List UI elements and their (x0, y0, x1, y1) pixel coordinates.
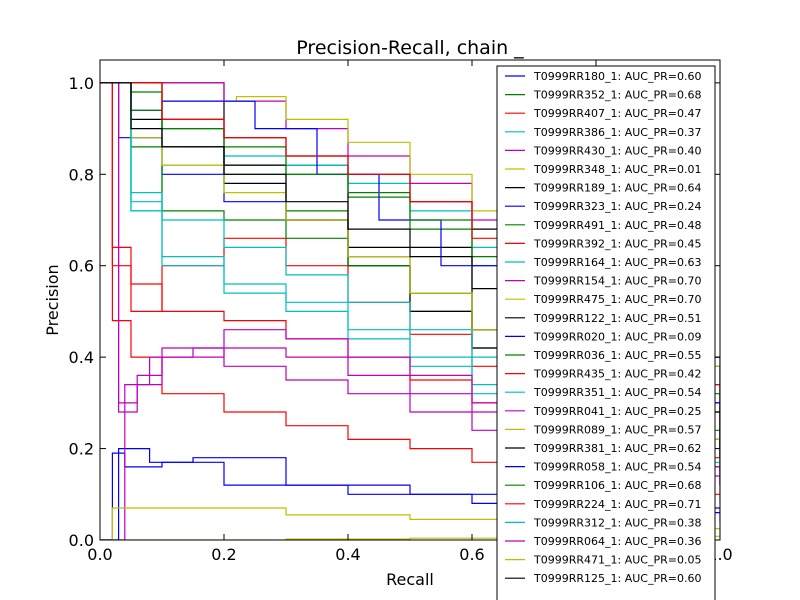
legend-entry: T0999RR471_1: AUC_PR=0.05 (533, 554, 701, 567)
legend-entry: T0999RR312_1: AUC_PR=0.38 (533, 516, 701, 529)
y-tick-label: 0.8 (69, 165, 94, 184)
legend-entry: T0999RR351_1: AUC_PR=0.54 (533, 386, 701, 399)
y-tick-label: 0.0 (69, 531, 94, 550)
legend-entry: T0999RR430_1: AUC_PR=0.40 (533, 144, 701, 157)
x-tick-label: 0.0 (87, 545, 112, 564)
legend-entry: T0999RR348_1: AUC_PR=0.01 (533, 163, 701, 176)
legend-entry: T0999RR089_1: AUC_PR=0.57 (533, 423, 701, 436)
legend-entry: T0999RR020_1: AUC_PR=0.09 (533, 330, 701, 343)
legend-entry: T0999RR189_1: AUC_PR=0.64 (533, 182, 701, 195)
legend-entry: T0999RR164_1: AUC_PR=0.63 (533, 256, 701, 269)
legend-entry: T0999RR435_1: AUC_PR=0.42 (533, 368, 701, 381)
legend-entry: T0999RR154_1: AUC_PR=0.70 (533, 275, 701, 288)
y-axis-label: Precision (43, 264, 62, 335)
plot-frame (99, 59, 721, 541)
x-tick-label: 0.6 (459, 545, 484, 564)
x-tick-label: 0.4 (335, 545, 360, 564)
y-tick-label: 1.0 (69, 74, 94, 93)
y-tick-label: 0.2 (69, 440, 94, 459)
y-tick-label: 0.4 (69, 348, 94, 367)
legend-entry: T0999RR224_1: AUC_PR=0.71 (533, 498, 701, 511)
chart-title: Precision-Recall, chain _ (296, 37, 524, 59)
legend-entry: T0999RR386_1: AUC_PR=0.37 (533, 126, 701, 139)
legend-entry: T0999RR058_1: AUC_PR=0.54 (533, 461, 701, 474)
y-tick-label: 0.6 (69, 257, 94, 276)
legend-entry: T0999RR407_1: AUC_PR=0.47 (533, 107, 701, 120)
x-axis-label: Recall (386, 570, 434, 589)
legend-entry: T0999RR323_1: AUC_PR=0.24 (533, 200, 701, 213)
x-tick-label: 0.2 (211, 545, 236, 564)
legend-entry: T0999RR352_1: AUC_PR=0.68 (533, 89, 701, 102)
legend-entry: T0999RR122_1: AUC_PR=0.51 (533, 312, 701, 325)
legend-entry: T0999RR180_1: AUC_PR=0.60 (533, 70, 701, 83)
legend-entry: T0999RR392_1: AUC_PR=0.45 (533, 237, 701, 250)
ticks-layer: 0.00.20.40.60.81.00.00.20.40.60.81.0 (69, 60, 733, 564)
legend-entry: T0999RR475_1: AUC_PR=0.70 (533, 293, 701, 306)
legend-entry: T0999RR106_1: AUC_PR=0.68 (533, 479, 701, 492)
legend-entry: T0999RR041_1: AUC_PR=0.25 (533, 405, 701, 418)
legend-box (496, 65, 716, 600)
legend-entry: T0999RR491_1: AUC_PR=0.48 (533, 219, 701, 232)
legend-entry: T0999RR064_1: AUC_PR=0.36 (533, 535, 701, 548)
legend-entry: T0999RR381_1: AUC_PR=0.62 (533, 442, 701, 455)
legend: T0999RR180_1: AUC_PR=0.60 T0999RR352_1: A… (496, 65, 716, 600)
legend-entry: T0999RR036_1: AUC_PR=0.55 (533, 349, 701, 362)
legend-entry: T0999RR125_1: AUC_PR=0.60 (533, 572, 701, 585)
